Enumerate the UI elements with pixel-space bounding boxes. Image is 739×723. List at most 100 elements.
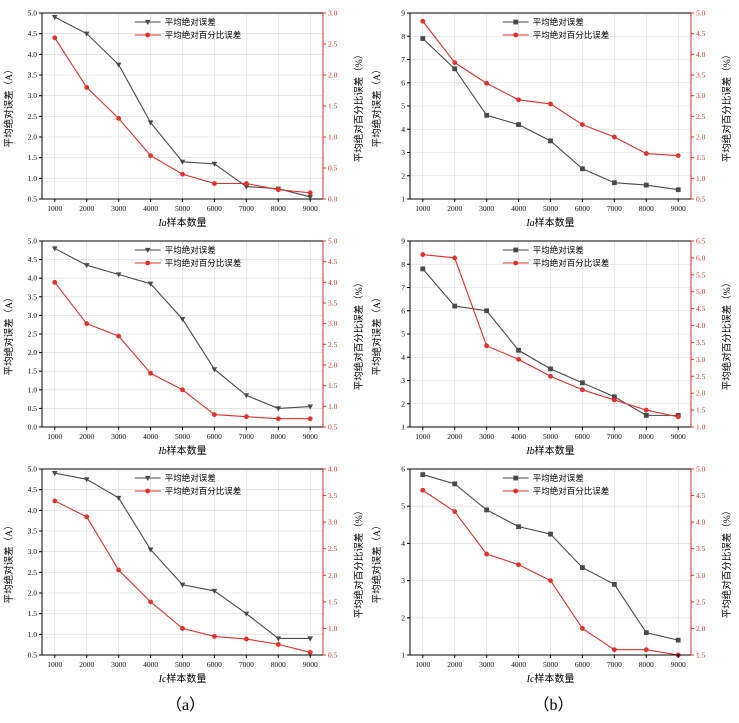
circle-marker [675,414,681,420]
y-tick-label-right: 4.0 [696,50,706,59]
triangle-marker [51,471,58,477]
y-tick-label-left: 3 [401,148,405,157]
x-tick-label: 7000 [606,204,621,213]
triangle-marker [144,475,151,481]
x-axis-label: Ia样本数量 [525,216,574,229]
x-tick-label: 9000 [670,432,685,441]
x-tick-label: 7000 [238,660,253,669]
y-tick-label-right: 3.0 [328,518,338,527]
y-tick-label-right: 2.0 [328,361,338,370]
x-tick-label: 5000 [175,660,190,669]
y-tick-label-right: 2.5 [328,40,338,49]
circle-marker [51,35,57,41]
y-tick-label-right: 3.5 [696,71,706,80]
y-tick-label-right: 1.5 [328,597,338,606]
x-tick-label: 4000 [511,204,526,213]
x-tick-label: 8000 [270,432,285,441]
triangle-marker [306,194,313,200]
x-tick-label: 9000 [670,660,685,669]
circle-marker [611,397,617,403]
x-tick-label: 8000 [270,660,285,669]
circle-marker [512,488,518,494]
y-axis-label-right: 平均绝对百分比误差（%） [353,506,365,618]
triangle-marker [147,281,153,287]
circle-marker [275,416,281,422]
circle-marker [115,116,121,121]
y-tick-label-right: 1.5 [696,651,706,660]
square-marker [451,66,457,72]
y-tick-label-right: 2.0 [696,389,706,398]
circle-marker [611,134,617,140]
triangle-marker [211,161,217,167]
x-axis-label: Ib样本数量 [157,444,206,457]
circle-marker [243,181,249,186]
y-tick-label-right: 2.0 [328,71,338,80]
circle-marker [243,414,249,420]
y-tick-label-left: 3.5 [27,292,37,301]
chart-b-Ic: 1000 2000 3000 4000 5000 6000 7000 8000 9000 1 2 3 4… [371,465,733,686]
triangle-marker [144,247,151,253]
x-tick-label: 5000 [175,432,190,441]
y-tick-label-right: 4.5 [328,257,338,266]
circle-marker [144,488,150,494]
y-tick-label-left: 2.5 [27,112,37,121]
x-tick-label: 3000 [111,204,126,213]
x-axis-label: Ib样本数量 [525,444,574,457]
y-tick-label-left: 4.5 [27,255,37,264]
x-tick-label: 4000 [511,660,526,669]
circle-marker [451,509,457,514]
legend-label: 平均绝对误差 [532,245,583,255]
y-tick-label-right: 0.5 [328,164,338,173]
square-marker [611,394,617,400]
y-tick-label-right: 1.0 [328,402,338,411]
circle-marker [115,567,121,573]
triangle-marker [83,263,90,269]
y-tick-label-right: 3.0 [696,91,706,100]
x-tick-label: 2000 [447,432,462,441]
triangle-marker [83,31,90,37]
x-tick-label: 3000 [479,432,494,441]
x-tick-label: 5000 [175,204,190,213]
chart-a-Ic: 1000 2000 3000 4000 5000 6000 7000 8000 9000 0.5 1… [3,465,365,686]
y-tick-label-left: 2 [401,171,405,180]
y-tick-label-right: 1.0 [328,133,338,142]
panel-a: 1000 2000 3000 4000 5000 6000 7000 8000 9000 0.5 1… [2,5,370,715]
y-tick-label-left: 9 [401,237,405,246]
circle-marker [144,260,150,266]
square-marker [483,507,489,513]
circle-marker [643,407,649,413]
y-tick-label-right: 1.0 [328,624,338,633]
y-tick-label-left: 3.0 [27,91,37,100]
legend-label: 平均绝对百分比误差 [164,258,241,268]
y-axis-label-right: 平均绝对百分比误差（%） [721,278,733,390]
x-tick-label: 6000 [206,432,221,441]
circle-marker [51,498,57,504]
y-axis-label-left: 平均绝对误差（A） [3,521,15,604]
y-tick-label-right: 3.0 [328,319,338,328]
triangle-marker [144,19,151,25]
square-marker [512,247,518,253]
y-tick-label-left: 7 [401,55,405,64]
triangle-marker [115,62,121,68]
circle-marker [547,101,553,107]
square-marker [419,36,425,41]
y-tick-label-right: 3.5 [696,338,706,347]
y-axis-label-right: 平均绝对百分比误差（%） [721,506,733,618]
square-marker [483,308,489,314]
circle-marker [419,252,425,257]
y-tick-label-right: 4.0 [328,278,338,287]
circle-marker [83,321,89,327]
circle-marker [547,373,553,379]
y-tick-label-right: 1.5 [328,102,338,111]
y-tick-label-right: 3.0 [328,9,338,18]
y-tick-label-right: 4.0 [696,518,706,527]
x-tick-label: 6000 [574,204,589,213]
circle-marker [643,151,649,156]
x-axis-label: Ic样本数量 [525,672,574,685]
y-tick-label-left: 8 [401,32,405,41]
y-tick-label-left: 4 [401,125,405,134]
panel-label-b: （b） [533,697,574,714]
circle-marker [51,279,57,285]
legend-label: 平均绝对百分比误差 [532,486,609,496]
circle-marker [179,171,185,177]
